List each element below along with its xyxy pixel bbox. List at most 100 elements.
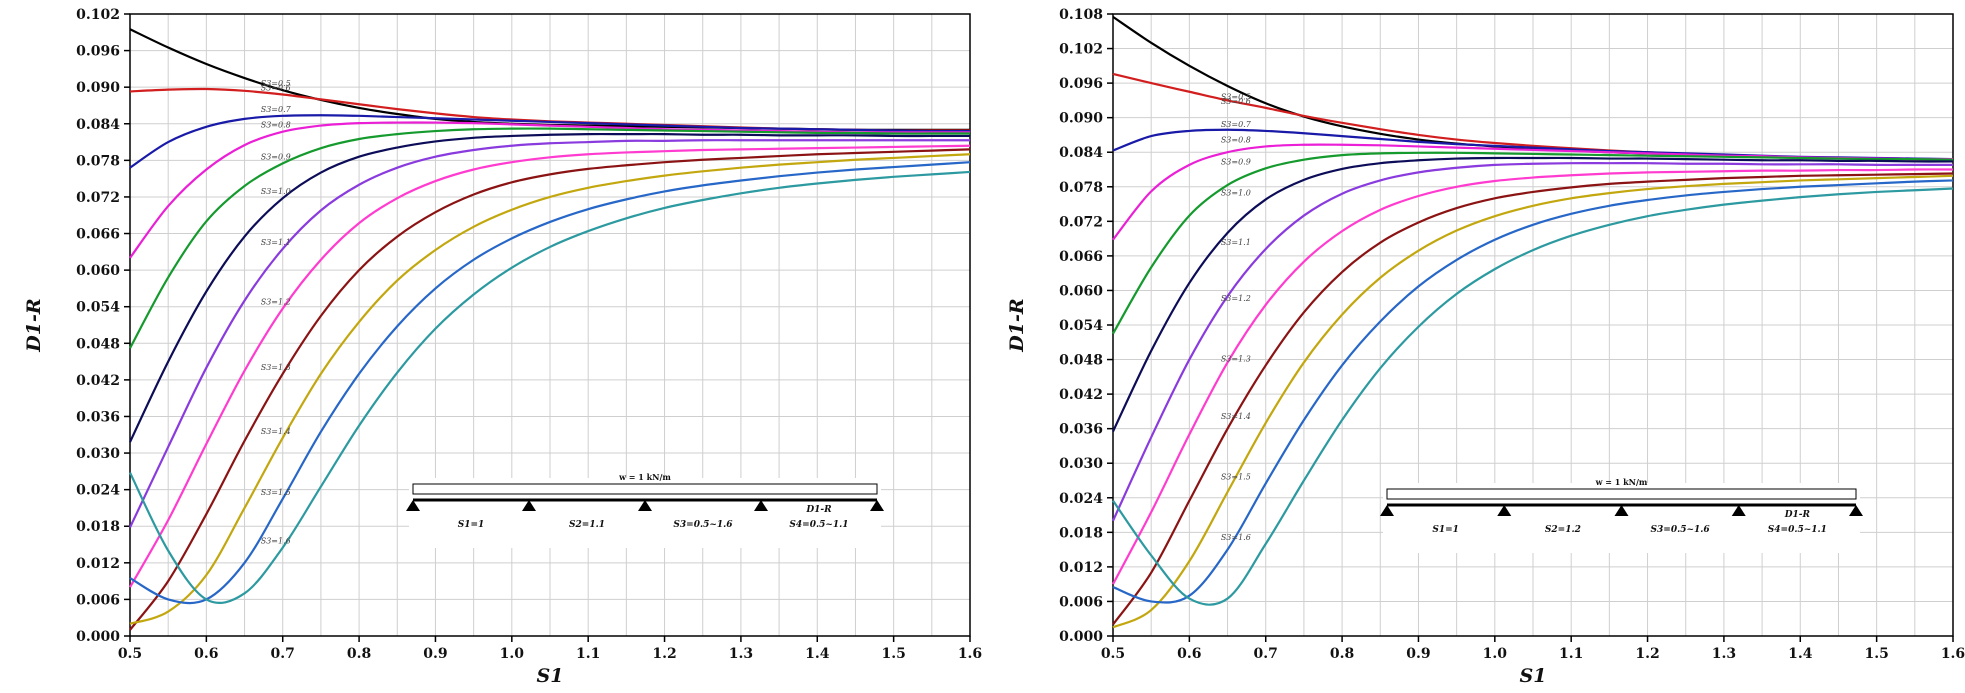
- y-tick-label: 0.048: [1059, 353, 1103, 369]
- series-line: [1112, 172, 1954, 626]
- series-label: S3=0.6: [1221, 97, 1251, 106]
- y-axis-title: D1-R: [23, 298, 45, 352]
- series-line: [129, 148, 971, 631]
- y-tick-label: 0.096: [1059, 76, 1103, 92]
- x-tick-label: 0.6: [194, 646, 218, 662]
- series-line: [129, 114, 971, 169]
- y-tick-label: 0.036: [76, 409, 120, 425]
- x-axis-title: S1: [1520, 665, 1547, 687]
- series-label: S3=1.4: [1221, 412, 1251, 421]
- x-tick-label: 1.2: [1635, 646, 1659, 662]
- y-tick-label: 0.102: [1059, 42, 1103, 58]
- beam-diagram: w = 1 kN/m S1=1 S2=1.2 S3=0.5~1.6 S4=0.5~1.1…: [1380, 477, 1863, 553]
- series-line: [1112, 179, 1954, 604]
- support-icon: [754, 500, 768, 511]
- y-tick-label: 0.030: [1059, 456, 1103, 472]
- support-icon: [1380, 505, 1394, 516]
- series-label: S3=1.1: [1221, 238, 1251, 247]
- series-label: S3=1.1: [261, 238, 291, 247]
- x-tick-label: 1.0: [500, 646, 525, 662]
- y-tick-label: 0.060: [1059, 283, 1103, 299]
- x-tick-label: 1.1: [576, 646, 600, 662]
- y-tick-label: 0.090: [1059, 111, 1103, 127]
- support-marker-label: D1-R: [805, 505, 832, 515]
- y-tick-label: 0.108: [1059, 7, 1103, 23]
- y-tick-label: 0.078: [76, 153, 120, 169]
- y-tick-label: 0.084: [76, 117, 120, 133]
- series-label: S3=1.3: [261, 363, 291, 372]
- support-icon: [870, 500, 884, 511]
- chart-panel-left: 0.5 0.6 0.7 0.8 0.9 1.0 1.1 1.2 1.3 1.4 1.5 1.6 0.00…: [0, 0, 982, 688]
- x-tick-label: 1.4: [805, 646, 830, 662]
- x-axis: 0.5 0.6 0.7 0.8 0.9 1.0 1.1 1.2 1.3 1.4 1.5 1.6: [118, 636, 982, 662]
- y-tick-label: 0.084: [1059, 145, 1103, 161]
- span-label: S1=1: [458, 520, 485, 530]
- x-tick-label: 1.2: [652, 646, 676, 662]
- span-label: S2=1.1: [569, 520, 605, 530]
- series-line: [129, 132, 970, 443]
- y-tick-label: 0.036: [1059, 422, 1103, 438]
- series-label: S3=0.8: [1221, 135, 1251, 144]
- y-tick-label: 0.042: [76, 373, 120, 389]
- chart-panel-right: 0.5 0.6 0.7 0.8 0.9 1.0 1.1 1.2 1.3 1.4 1.5 1.6 0.00…: [983, 0, 1965, 688]
- series-line: [1112, 156, 1954, 433]
- support-icon: [638, 500, 652, 511]
- y-tick-label: 0.078: [1059, 180, 1103, 196]
- distributed-load: [1386, 488, 1857, 500]
- series-line: [129, 153, 971, 625]
- x-tick-label: 1.0: [1483, 646, 1508, 662]
- distributed-load: [412, 483, 878, 495]
- series-line: [129, 144, 971, 588]
- support-icon: [1614, 505, 1629, 516]
- series-label: S3=0.9: [261, 152, 291, 161]
- span-label: S4=0.5~1.1: [789, 520, 848, 530]
- x-tick-label: 1.3: [1712, 646, 1736, 662]
- x-tick-label: 0.8: [347, 646, 371, 662]
- series-group: S3=0.5S3=0.6 S3=0.7 S3=0.8 S3=0.9 S3=1.0 S3=1…: [1111, 15, 1954, 629]
- series-label: S3=0.7: [261, 105, 292, 114]
- x-tick-label: 1.5: [881, 646, 905, 662]
- y-tick-label: 0.102: [76, 7, 120, 23]
- series-line: [1112, 174, 1954, 629]
- y-tick-label: 0.072: [1059, 214, 1103, 230]
- y-tick-label: 0.042: [1059, 387, 1103, 403]
- y-axis: 0.000 0.006 0.012 0.018 0.024 0.030 0.036 0.042…: [76, 7, 130, 645]
- load-label: w = 1 kN/m: [1595, 477, 1648, 487]
- y-tick-label: 0.048: [76, 336, 120, 352]
- y-tick-label: 0.024: [1059, 491, 1103, 507]
- support-icon: [522, 500, 536, 511]
- y-tick-label: 0.018: [76, 519, 120, 535]
- y-tick-label: 0.060: [76, 263, 120, 279]
- x-tick-label: 0.5: [118, 646, 142, 662]
- series-line: [1112, 151, 1954, 335]
- x-axis-title: S1: [537, 665, 564, 687]
- span-label: S4=0.5~1.1: [1768, 525, 1827, 535]
- y-tick-label: 0.066: [1059, 249, 1103, 265]
- series-label: S3=1.0: [1221, 188, 1251, 197]
- series-line: [1111, 162, 1953, 522]
- series-label: S3=1.2: [261, 298, 291, 307]
- x-tick-label: 0.7: [271, 646, 295, 662]
- y-axis-title: D1-R: [1006, 298, 1028, 352]
- series-label: S3=0.7: [1221, 120, 1252, 129]
- series-line: [129, 127, 970, 349]
- series-label: S3=1.6: [1221, 533, 1251, 542]
- load-label: w = 1 kN/m: [618, 472, 671, 482]
- series-label: S3=1.4: [261, 427, 291, 436]
- y-tick-label: 0.006: [1059, 594, 1103, 610]
- y-tick-label: 0.018: [1059, 525, 1103, 541]
- x-tick-label: 1.1: [1559, 646, 1583, 662]
- series-label: S3=1.2: [1221, 294, 1251, 303]
- y-tick-label: 0.000: [76, 629, 120, 645]
- x-tick-label: 1.4: [1788, 646, 1813, 662]
- y-tick-label: 0.000: [1059, 629, 1103, 645]
- y-tick-label: 0.030: [76, 446, 120, 462]
- support-icon: [1849, 505, 1863, 516]
- series-group: S3=0.5S3=0.6 S3=0.7 S3=0.8 S3=0.9 S3=1.0 S3=1…: [129, 28, 971, 631]
- y-tick-label: 0.012: [76, 556, 120, 572]
- chart-right-svg: 0.5 0.6 0.7 0.8 0.9 1.0 1.1 1.2 1.3 1.4 1.5 1.6 0.00…: [1006, 7, 1965, 687]
- x-tick-label: 0.5: [1101, 646, 1125, 662]
- x-tick-label: 0.9: [1406, 646, 1430, 662]
- series-label: S3=0.6: [261, 83, 291, 92]
- support-icon: [1731, 505, 1746, 516]
